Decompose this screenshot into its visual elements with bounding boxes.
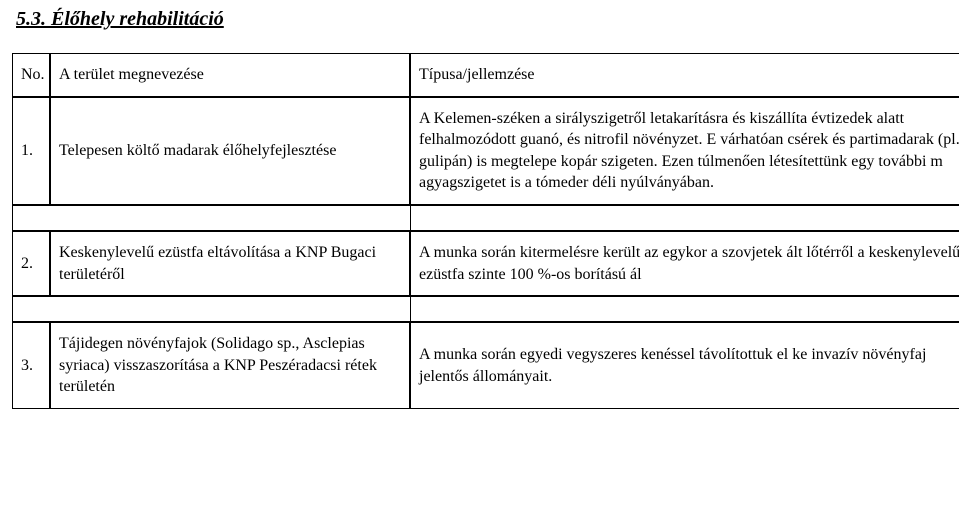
header-name: A terület megnevezése <box>50 53 410 97</box>
cell-no: 1. <box>12 97 50 205</box>
cell-desc: A Kelemen-széken a sirályszigetről letak… <box>410 97 959 205</box>
separator-row <box>12 205 959 231</box>
habitat-table: No. A terület megnevezése Típusa/jellemz… <box>12 53 959 409</box>
header-no: No. <box>12 53 50 97</box>
header-desc: Típusa/jellemzése <box>410 53 959 97</box>
cell-no: 3. <box>12 322 50 409</box>
cell-name: Telepesen költő madarak élőhelyfejleszté… <box>50 97 410 205</box>
cell-no: 2. <box>12 231 50 296</box>
table-row: 1. Telepesen költő madarak élőhelyfejles… <box>12 97 959 205</box>
section-heading: 5.3. Élőhely rehabilitáció <box>16 8 959 31</box>
separator-row <box>12 296 959 322</box>
cell-name: Keskenylevelű ezüstfa eltávolítása a KNP… <box>50 231 410 296</box>
table-header-row: No. A terület megnevezése Típusa/jellemz… <box>12 53 959 97</box>
cell-desc: A munka során egyedi vegyszeres kenéssel… <box>410 322 959 409</box>
cell-desc: A munka során kitermelésre került az egy… <box>410 231 959 296</box>
cell-name: Tájidegen növényfajok (Solidago sp., Asc… <box>50 322 410 409</box>
table-row: 2. Keskenylevelű ezüstfa eltávolítása a … <box>12 231 959 296</box>
table-row: 3. Tájidegen növényfajok (Solidago sp., … <box>12 322 959 409</box>
